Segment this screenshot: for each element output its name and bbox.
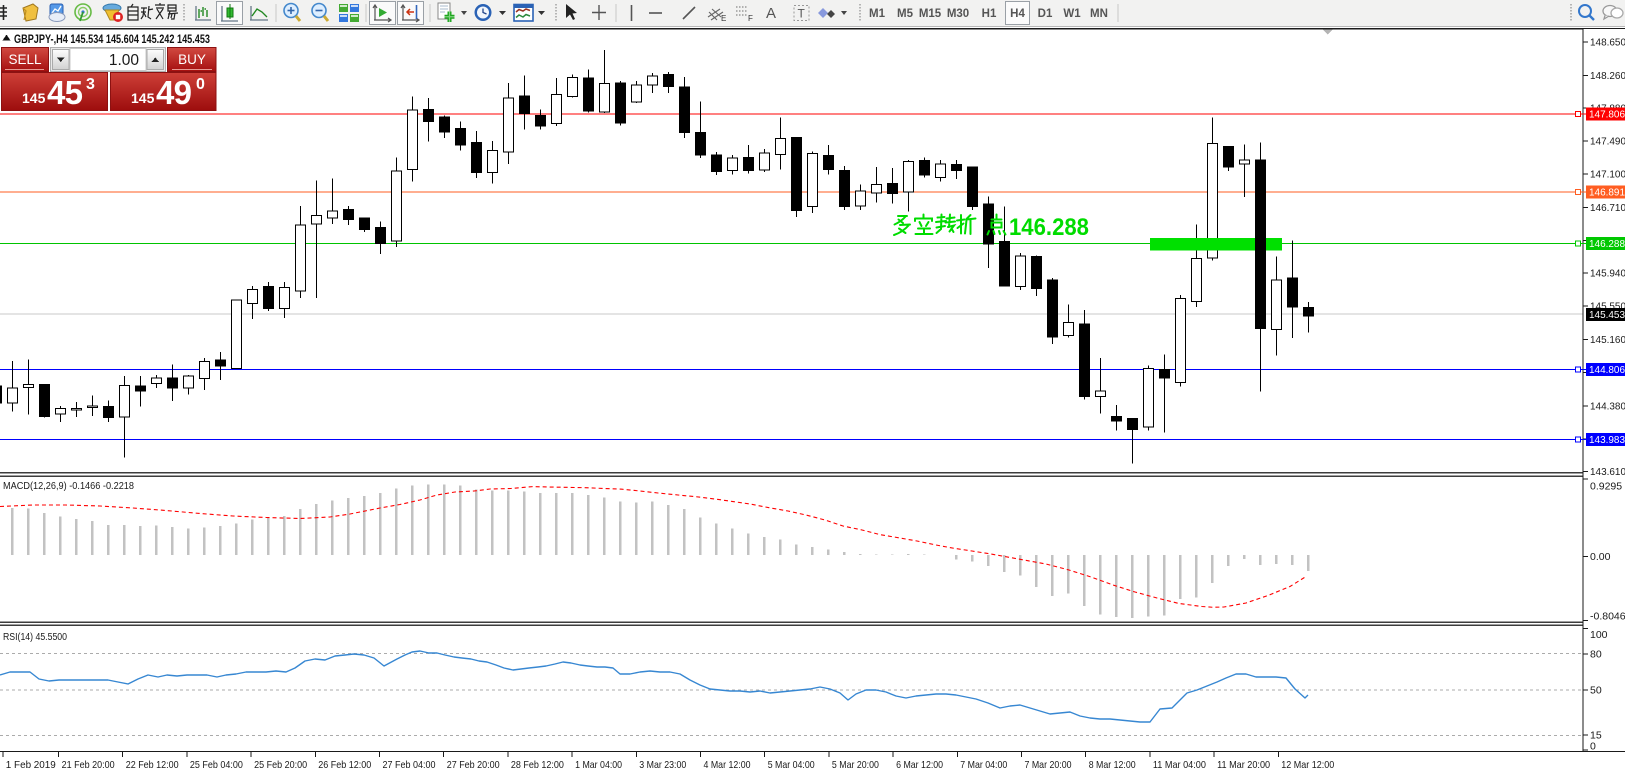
svg-text:80: 80 [1590, 648, 1602, 660]
svg-text:11 Mar 04:00: 11 Mar 04:00 [1153, 759, 1206, 771]
svg-text:H1: H1 [982, 8, 997, 20]
svg-text:M5: M5 [897, 8, 914, 20]
svg-text:T: T [798, 7, 806, 21]
svg-text:0.00: 0.00 [1590, 551, 1611, 563]
svg-text:6 Mar 12:00: 6 Mar 12:00 [896, 759, 943, 771]
svg-text:22 Feb 12:00: 22 Feb 12:00 [126, 759, 179, 771]
svg-text:27 Feb 04:00: 27 Feb 04:00 [383, 759, 436, 771]
svg-text:GBPJPY-,H4 145.534 145.604 14: GBPJPY-,H4 145.534 145.604 145.242 145.4… [14, 34, 210, 46]
svg-text:143.983: 143.983 [1589, 434, 1625, 446]
svg-text:7 Mar 04:00: 7 Mar 04:00 [960, 759, 1007, 771]
svg-text:1.00: 1.00 [109, 52, 140, 69]
svg-text:147.806: 147.806 [1589, 109, 1625, 121]
svg-text:145.160: 145.160 [1590, 334, 1625, 346]
svg-text:146.288: 146.288 [1009, 214, 1089, 241]
svg-text:50: 50 [1590, 685, 1602, 697]
svg-text:W1: W1 [1063, 8, 1081, 20]
svg-text:5 Mar 20:00: 5 Mar 20:00 [832, 759, 879, 771]
svg-text:147.100: 147.100 [1590, 169, 1625, 181]
svg-text:15: 15 [1590, 729, 1602, 741]
svg-text:146.288: 146.288 [1589, 238, 1625, 250]
svg-text:5 Mar 04:00: 5 Mar 04:00 [768, 759, 815, 771]
svg-text:1 Feb 2019: 1 Feb 2019 [6, 759, 56, 771]
svg-text:147.490: 147.490 [1590, 136, 1625, 148]
svg-text:145: 145 [22, 90, 46, 106]
svg-text:143.610: 143.610 [1590, 466, 1625, 478]
svg-text:25 Feb 20:00: 25 Feb 20:00 [254, 759, 307, 771]
svg-text:4 Mar 12:00: 4 Mar 12:00 [704, 759, 751, 771]
svg-text:144.806: 144.806 [1589, 364, 1625, 376]
svg-text:145.940: 145.940 [1590, 268, 1625, 280]
svg-text:8 Mar 12:00: 8 Mar 12:00 [1089, 759, 1136, 771]
svg-text:A: A [766, 5, 776, 22]
svg-text:12 Mar 12:00: 12 Mar 12:00 [1281, 759, 1334, 771]
svg-text:7 Mar 20:00: 7 Mar 20:00 [1025, 759, 1072, 771]
svg-text:MACD(12,26,9) -0.1466 -0.2218: MACD(12,26,9) -0.1466 -0.2218 [3, 481, 134, 492]
svg-text:3 Mar 23:00: 3 Mar 23:00 [639, 759, 686, 771]
svg-text:MN: MN [1090, 8, 1108, 20]
svg-text:F: F [748, 14, 753, 23]
svg-text:3: 3 [86, 76, 95, 93]
svg-text:SELL: SELL [8, 52, 42, 67]
svg-text:0.9295: 0.9295 [1590, 481, 1622, 493]
svg-text:148.650: 148.650 [1590, 37, 1625, 49]
svg-text:28 Feb 12:00: 28 Feb 12:00 [511, 759, 564, 771]
svg-text:1 Mar 04:00: 1 Mar 04:00 [575, 759, 622, 771]
svg-text:H4: H4 [1010, 8, 1025, 20]
svg-text:148.260: 148.260 [1590, 70, 1625, 82]
svg-text:145: 145 [131, 90, 155, 106]
svg-text:45: 45 [47, 74, 83, 111]
svg-text:100: 100 [1590, 629, 1608, 641]
svg-text:M30: M30 [947, 8, 969, 20]
svg-text:M1: M1 [869, 8, 886, 20]
svg-text:49: 49 [156, 74, 192, 111]
svg-text:25 Feb 04:00: 25 Feb 04:00 [190, 759, 243, 771]
svg-text:144.380: 144.380 [1590, 400, 1625, 412]
svg-text:RSI(14) 45.5500: RSI(14) 45.5500 [3, 632, 67, 643]
svg-text:146.891: 146.891 [1589, 187, 1625, 199]
svg-text:0: 0 [196, 76, 205, 93]
svg-text:E: E [721, 14, 726, 23]
svg-text:BUY: BUY [178, 52, 206, 67]
svg-text:M15: M15 [919, 8, 942, 20]
svg-text:11 Mar 20:00: 11 Mar 20:00 [1217, 759, 1270, 771]
svg-text:21 Feb 20:00: 21 Feb 20:00 [62, 759, 115, 771]
svg-text:-0.8046: -0.8046 [1590, 611, 1625, 623]
svg-text:26 Feb 12:00: 26 Feb 12:00 [318, 759, 371, 771]
svg-text:D1: D1 [1038, 8, 1053, 20]
svg-text:145.453: 145.453 [1589, 309, 1625, 321]
svg-text:27 Feb 20:00: 27 Feb 20:00 [447, 759, 500, 771]
svg-text:146.710: 146.710 [1590, 202, 1625, 214]
